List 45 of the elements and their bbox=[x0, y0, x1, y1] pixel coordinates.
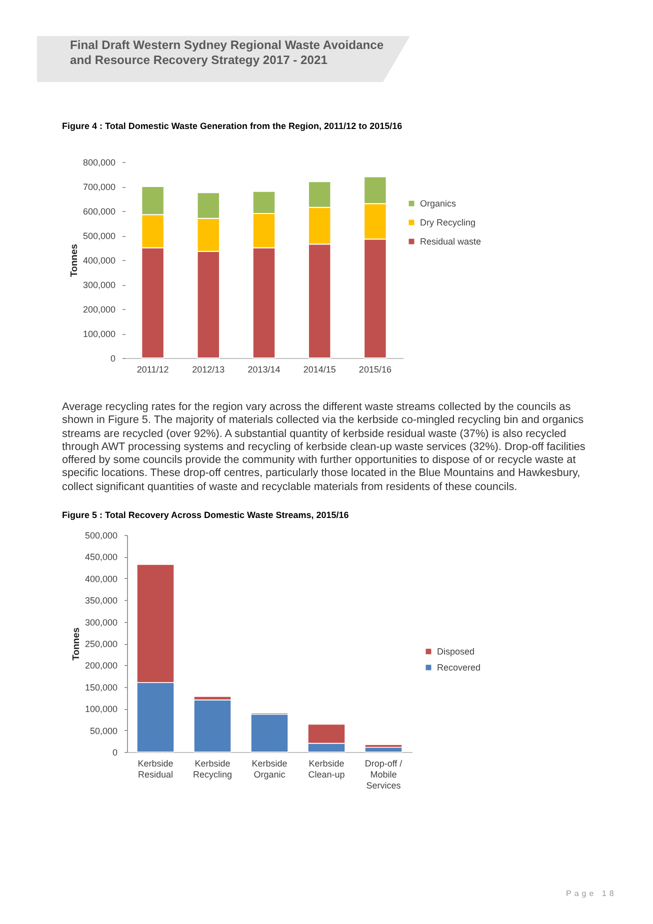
x-tick-label: 2014/15 bbox=[303, 364, 336, 374]
y-tick-label: 0 bbox=[110, 354, 116, 364]
chart-title: Figure 4 : Total Domestic Waste Generation from the Region, 2011/12 to 2015/16 bbox=[62, 121, 402, 131]
bar bbox=[364, 746, 402, 752]
y-tick-label: 800,000 bbox=[82, 158, 116, 168]
legend-label: Dry Recycling bbox=[420, 218, 476, 228]
text: Average recycling rates for the region vary across the different waste streams collected by the councils as shown in Figure 5. The majority of materials collected via the kerbside co-mingled recycling bin and organics streams are recycled (over 92%). A substantial quantity of kerbside residual waste (37%) is also recycled through AWT processing systems and recycling of kerbside clean-up waste services (32%). Drop-off facilities offered by some councils provide the community with further opportunities to dispose of or recycle waste at specific locations. These drop-off centres, particularly those located in the Blue Mountains and Hawkesbury, collect significant quantities of waste and recyclable materials from residents of these councils. bbox=[62, 401, 586, 494]
legend-label: Recovered bbox=[437, 662, 481, 672]
y-tick-label: 200,000 bbox=[82, 304, 116, 314]
y-tick-label: 700,000 bbox=[82, 182, 116, 192]
chart-title: Figure 5 : Total Recovery Across Domestic Waste Streams, 2015/16 bbox=[62, 510, 349, 520]
x-tick-label: Kerbside Clean-up bbox=[308, 758, 345, 780]
y-tick-label: 100,000 bbox=[84, 704, 118, 714]
x-tick-label: Drop-off / Mobile Services bbox=[364, 758, 403, 790]
legend-label: Disposed bbox=[437, 646, 475, 656]
x-tick-label: Kerbside Residual bbox=[138, 758, 174, 780]
bar bbox=[250, 714, 288, 752]
y-tick-label: 300,000 bbox=[84, 617, 118, 628]
text: Page 18 bbox=[566, 889, 617, 898]
y-tick-label: 350,000 bbox=[84, 596, 118, 606]
y-tick-label: 400,000 bbox=[82, 256, 116, 266]
y-tick-label: 600,000 bbox=[82, 206, 116, 216]
y-tick-label: 0 bbox=[112, 748, 118, 758]
legend-label: Organics bbox=[420, 198, 457, 208]
y-axis-title: Tonnes bbox=[68, 244, 80, 278]
y-tick-label: 50,000 bbox=[90, 726, 118, 736]
x-tick-label: 2012/13 bbox=[192, 364, 225, 374]
y-tick-label: 150,000 bbox=[84, 682, 118, 692]
y-tick-label: 200,000 bbox=[84, 660, 118, 671]
bar bbox=[194, 700, 232, 752]
legend-label: Residual waste bbox=[420, 236, 482, 246]
x-tick-label: 2015/16 bbox=[358, 364, 392, 374]
y-tick-label: 300,000 bbox=[82, 280, 116, 290]
x-tick-label: Kerbside Organic bbox=[252, 758, 288, 780]
y-tick-label: 100,000 bbox=[82, 329, 116, 339]
x-tick-label: 2011/12 bbox=[136, 364, 169, 374]
y-tick-label: 400,000 bbox=[84, 574, 118, 584]
y-tick-label: 500,000 bbox=[82, 231, 116, 241]
x-tick-label: 2013/14 bbox=[248, 364, 280, 374]
y-tick-label: 250,000 bbox=[84, 639, 118, 649]
text: Final Draft Western Sydney Regional Waste Avoidance and Resource Recovery Strategy 2017 - 2021 bbox=[70, 38, 385, 68]
y-axis-title: Tonnes bbox=[70, 627, 82, 661]
y-tick-label: 450,000 bbox=[84, 552, 118, 562]
y-tick-label: 500,000 bbox=[84, 530, 118, 540]
x-tick-label: Kerbside Recycling bbox=[192, 758, 232, 780]
